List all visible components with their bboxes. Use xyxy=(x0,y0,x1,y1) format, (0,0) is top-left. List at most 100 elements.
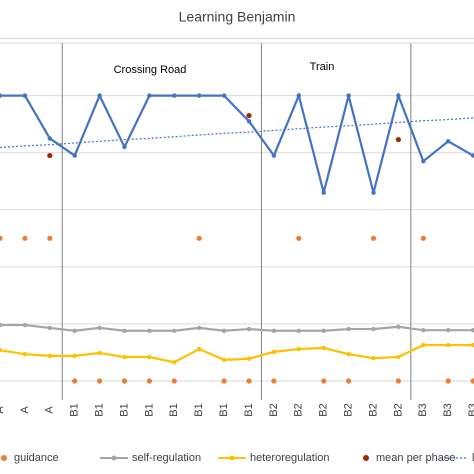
data-point xyxy=(97,93,102,98)
data-point xyxy=(396,324,401,329)
data-point xyxy=(172,93,177,98)
data-point xyxy=(246,326,252,332)
data-point xyxy=(197,93,202,98)
data-point xyxy=(446,342,451,348)
data-point xyxy=(395,378,401,384)
data-point xyxy=(221,357,227,363)
data-point xyxy=(371,355,376,361)
data-point xyxy=(97,350,102,356)
data-point xyxy=(346,326,351,332)
data-point xyxy=(47,136,52,141)
legend-label: li xyxy=(472,452,474,464)
x-tick-label: A xyxy=(19,406,31,414)
data-point xyxy=(321,378,327,384)
data-point xyxy=(421,328,426,333)
data-point xyxy=(296,328,301,333)
phase-label: Train xyxy=(310,61,335,73)
data-point xyxy=(0,93,3,98)
data-point xyxy=(47,152,53,159)
data-point xyxy=(221,93,227,98)
legend-label: heteroregulation xyxy=(250,452,330,464)
data-point xyxy=(122,354,127,360)
x-tick-label: B3 xyxy=(417,403,429,416)
data-point xyxy=(122,328,127,333)
x-tick-label: B2 xyxy=(318,403,330,416)
x-tick-label: B2 xyxy=(392,403,404,416)
data-point xyxy=(172,359,177,365)
data-point xyxy=(121,378,128,384)
data-point xyxy=(97,325,102,331)
trend-line xyxy=(0,117,474,149)
data-point xyxy=(421,159,426,164)
data-point xyxy=(146,378,152,384)
data-point xyxy=(446,139,451,144)
x-tick-label: B1 xyxy=(218,403,230,416)
legend-label: guidance xyxy=(14,452,59,464)
data-point xyxy=(396,93,401,98)
data-point xyxy=(22,351,28,357)
data-point xyxy=(47,353,52,359)
x-tick-label: B1 xyxy=(143,403,155,416)
data-point xyxy=(246,112,252,119)
data-point xyxy=(470,328,474,333)
data-point xyxy=(395,136,401,143)
data-point xyxy=(97,378,103,384)
data-point xyxy=(72,378,78,384)
data-point xyxy=(122,144,127,150)
data-point xyxy=(271,378,277,384)
legend-label: mean per phase xyxy=(376,452,456,464)
series-line xyxy=(0,91,474,193)
data-point xyxy=(72,353,77,359)
data-point xyxy=(421,342,426,348)
data-point xyxy=(221,328,227,333)
data-point xyxy=(271,328,277,333)
x-tick-label: B2 xyxy=(293,403,305,416)
data-point xyxy=(445,378,451,384)
data-point xyxy=(396,354,401,360)
data-point xyxy=(221,378,227,384)
series-line xyxy=(0,323,474,332)
data-point xyxy=(470,378,474,384)
data-point xyxy=(0,235,3,241)
data-point xyxy=(321,190,326,195)
data-point xyxy=(22,235,28,241)
data-point xyxy=(271,349,277,355)
x-tick-label: B1 xyxy=(168,403,180,416)
data-point xyxy=(246,356,252,361)
data-point xyxy=(0,322,3,328)
data-point xyxy=(147,354,152,360)
legend-swatch xyxy=(111,455,117,461)
data-point xyxy=(371,326,376,332)
x-tick-label: B1 xyxy=(243,403,255,416)
data-point xyxy=(147,328,152,333)
data-point xyxy=(246,378,252,384)
x-tick-label: B1 xyxy=(193,403,205,416)
x-tick-label: B2 xyxy=(367,403,379,416)
data-point xyxy=(22,93,28,98)
legend-swatch xyxy=(229,455,235,461)
data-point xyxy=(346,378,352,384)
data-point xyxy=(246,119,252,124)
x-tick-label: B3 xyxy=(467,403,474,416)
x-tick-label: A xyxy=(0,406,6,414)
data-point xyxy=(470,342,474,348)
x-tick-label: B1 xyxy=(94,403,106,416)
data-point xyxy=(196,235,202,241)
legend-swatch xyxy=(1,455,7,461)
legend-label: self-regulation xyxy=(132,452,201,464)
x-tick-label: B3 xyxy=(442,403,454,416)
data-point xyxy=(346,93,351,98)
data-point xyxy=(0,347,3,353)
legend-swatch xyxy=(363,455,369,461)
data-point xyxy=(346,351,351,357)
chart-title: Learning Benjamin xyxy=(179,9,296,25)
x-tick-label: B1 xyxy=(118,403,130,416)
data-point xyxy=(47,325,52,331)
x-tick-label: A xyxy=(44,406,56,414)
x-tick-label: B1 xyxy=(69,403,81,416)
data-point xyxy=(271,153,277,158)
data-point xyxy=(197,346,202,352)
data-point xyxy=(321,328,326,333)
data-point xyxy=(296,93,301,98)
